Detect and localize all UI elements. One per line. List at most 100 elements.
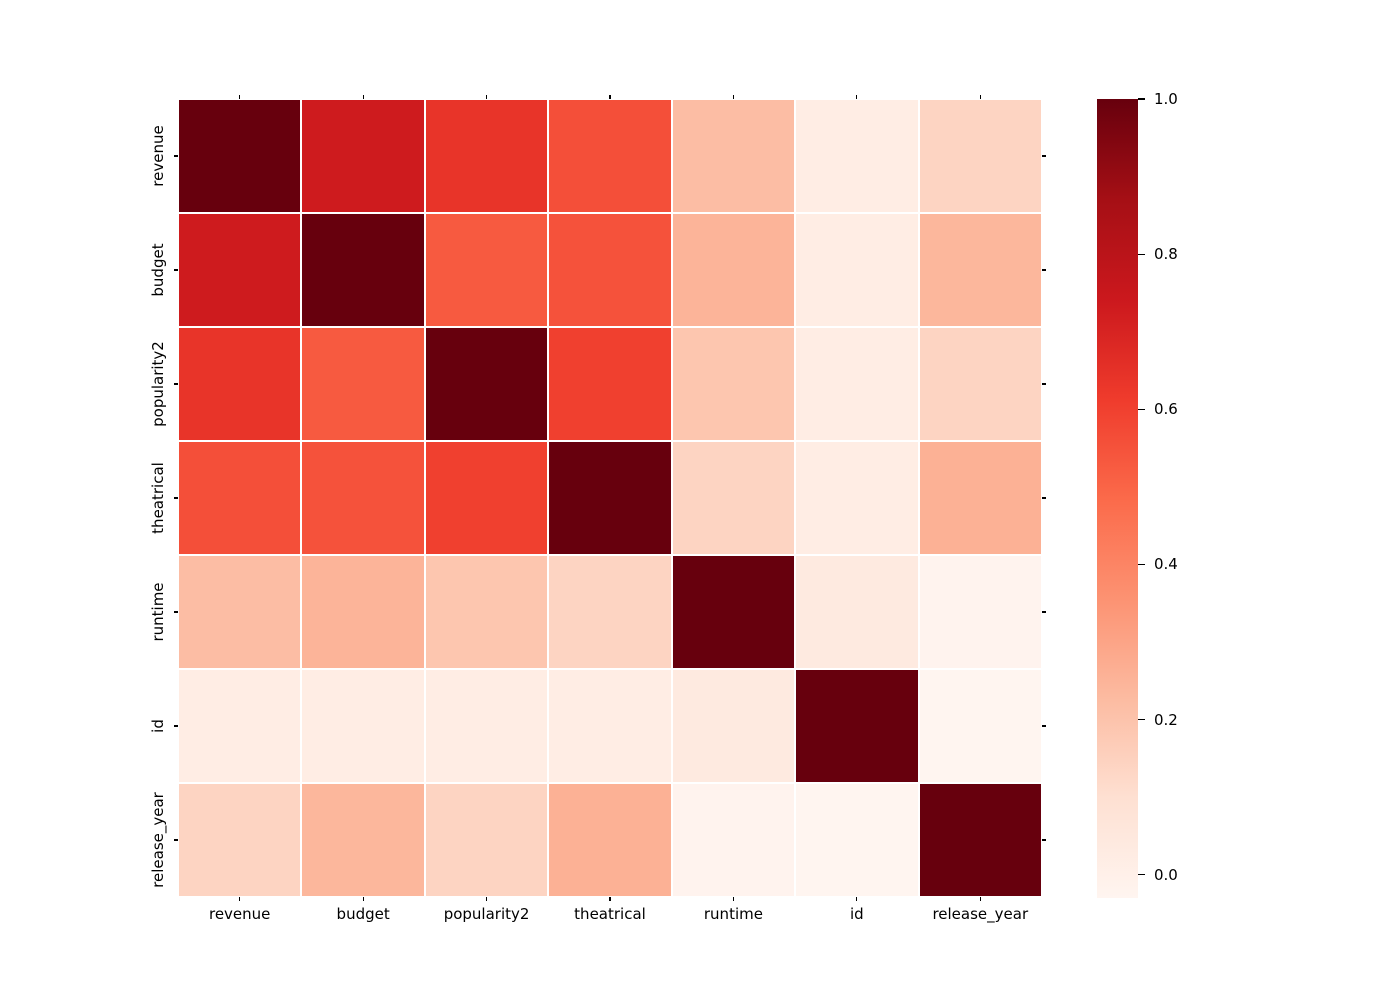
x-axis-tick-label: popularity2 [443, 905, 530, 923]
colorbar-tick [1138, 874, 1145, 876]
heatmap-cell [301, 99, 425, 213]
axis-tick [174, 725, 178, 727]
colorbar-tick-label: 0.4 [1154, 555, 1178, 574]
y-axis-tick-label: popularity2 [149, 341, 167, 427]
axis-tick [485, 95, 488, 99]
axis-tick [1042, 725, 1046, 727]
colorbar-tick [1138, 408, 1145, 410]
heatmap-cell [795, 327, 919, 441]
heatmap-cell [301, 327, 425, 441]
axis-tick [1042, 383, 1046, 385]
heatmap-grid [178, 99, 1042, 897]
heatmap-cell [301, 213, 425, 327]
axis-tick [979, 897, 981, 901]
x-axis-tick-label: release_year [932, 905, 1029, 923]
axis-tick [174, 383, 178, 385]
heatmap-cell [424, 99, 549, 213]
heatmap-cell [671, 99, 796, 213]
axis-tick [609, 95, 611, 99]
heatmap-cell [424, 669, 549, 783]
colorbar-tick [1138, 98, 1145, 100]
axis-tick [1042, 269, 1046, 271]
heatmap-cell [178, 213, 302, 327]
y-axis-tick-label: theatrical [149, 462, 167, 534]
heatmap-cell [918, 783, 1042, 897]
axis-tick [174, 839, 178, 841]
heatmap-cell [178, 327, 302, 441]
heatmap-cell [671, 327, 796, 441]
x-axis-tick-label: runtime [703, 905, 763, 923]
axis-tick [174, 269, 178, 271]
heatmap-cell [918, 327, 1042, 441]
heatmap-cell [795, 441, 919, 555]
x-axis-tick-label: id [849, 905, 864, 923]
axis-tick [362, 95, 364, 99]
heatmap-cell [795, 783, 919, 897]
heatmap-cell [918, 555, 1042, 669]
heatmap-cell [548, 441, 672, 555]
heatmap-cell [424, 441, 549, 555]
colorbar-gradient [1097, 99, 1138, 898]
heatmap-cell [671, 669, 796, 783]
axis-tick [485, 897, 488, 901]
colorbar-tick-label: 0.6 [1154, 400, 1178, 419]
heatmap-cell [424, 783, 549, 897]
heatmap-cell [671, 783, 796, 897]
colorbar-tick [1138, 253, 1145, 255]
x-axis-tick-label: revenue [208, 905, 271, 923]
colorbar-tick-label: 1.0 [1154, 90, 1178, 108]
axis-tick [239, 897, 241, 901]
heatmap-cell [918, 213, 1042, 327]
heatmap-cell [671, 555, 796, 669]
heatmap-cell [795, 99, 919, 213]
heatmap-cell [424, 213, 549, 327]
heatmap-cell [301, 669, 425, 783]
axis-tick [856, 95, 858, 99]
heatmap-cell [918, 441, 1042, 555]
heatmap-cell [795, 213, 919, 327]
axis-tick [174, 611, 178, 613]
y-axis-tick-label: release_year [149, 792, 167, 888]
colorbar: 1.0 0.8 0.6 0.4 0.2 0.0 [1097, 90, 1178, 898]
heatmap-cell [671, 441, 796, 555]
axis-tick [174, 155, 178, 157]
axis-tick [732, 897, 735, 901]
heatmap-cell [178, 99, 302, 213]
heatmap-cell [795, 669, 919, 783]
heatmap-cell [918, 669, 1042, 783]
heatmap-cell [178, 669, 302, 783]
axis-tick [856, 897, 858, 901]
heatmap-cell [548, 783, 672, 897]
x-axis-tick-label: budget [336, 905, 390, 923]
heatmap-cell [795, 555, 919, 669]
axis-tick [1042, 839, 1046, 841]
axis-tick [362, 897, 364, 901]
axis-tick [1042, 611, 1046, 613]
axis-tick [609, 897, 611, 901]
heatmap-cell [178, 441, 302, 555]
axis-tick [1042, 497, 1046, 499]
y-axis-tick-label: id [149, 719, 167, 733]
axis-tick [174, 497, 178, 499]
heatmap-cell [301, 783, 425, 897]
x-axis-tick-label: theatrical [574, 905, 646, 923]
y-axis-tick-label: runtime [149, 582, 167, 642]
colorbar-tick [1138, 563, 1145, 566]
colorbar-tick-label: 0.8 [1154, 245, 1178, 264]
colorbar-tick-label: 0.2 [1154, 710, 1178, 729]
colorbar-tick-label: 0.0 [1154, 865, 1178, 884]
axis-tick [1042, 155, 1046, 157]
heatmap-cell [178, 783, 302, 897]
heatmap-cell [548, 327, 672, 441]
y-axis-tick-label: revenue [149, 125, 167, 187]
axis-tick [732, 95, 735, 99]
heatmap-cell [548, 555, 672, 669]
heatmap-cell [424, 327, 549, 441]
y-axis-tick-label: budget [149, 243, 167, 297]
heatmap-cell [301, 441, 425, 555]
heatmap-cell [548, 213, 672, 327]
axis-tick [239, 95, 241, 99]
colorbar-tick [1138, 718, 1145, 721]
heatmap-cell [918, 99, 1042, 213]
